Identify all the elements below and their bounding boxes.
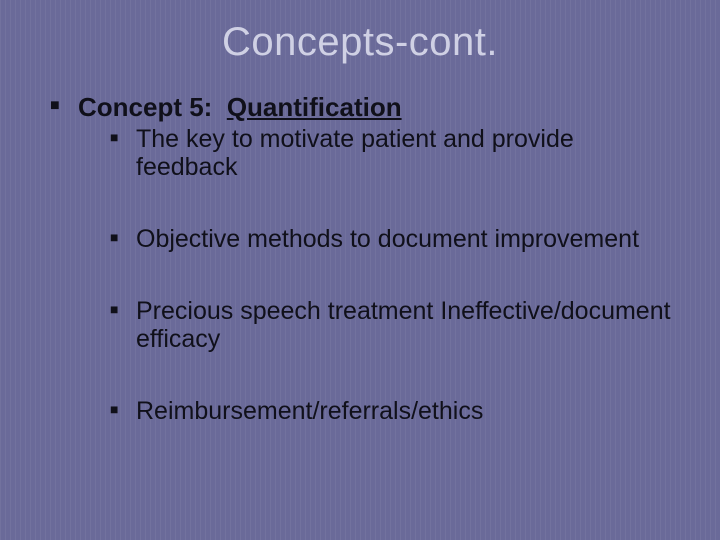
subpoint: Objective methods to document improvemen…	[110, 225, 680, 253]
slide-title: Concepts-cont.	[40, 20, 680, 65]
subpoint: Reimbursement/referrals/ethics	[110, 397, 680, 425]
bullet-list-level2: The key to motivate patient and provide …	[78, 125, 680, 425]
slide: Concepts-cont. Concept 5: Quantification…	[0, 0, 720, 540]
concept-heading: Concept 5: Quantification The key to mot…	[50, 93, 680, 425]
bullet-list-level1: Concept 5: Quantification The key to mot…	[40, 93, 680, 425]
subpoint: The key to motivate patient and provide …	[110, 125, 680, 181]
subpoint: Precious speech treatment Ineffective/do…	[110, 297, 680, 353]
concept-name: Quantification	[227, 92, 402, 122]
concept-label: Concept 5:	[78, 92, 212, 122]
